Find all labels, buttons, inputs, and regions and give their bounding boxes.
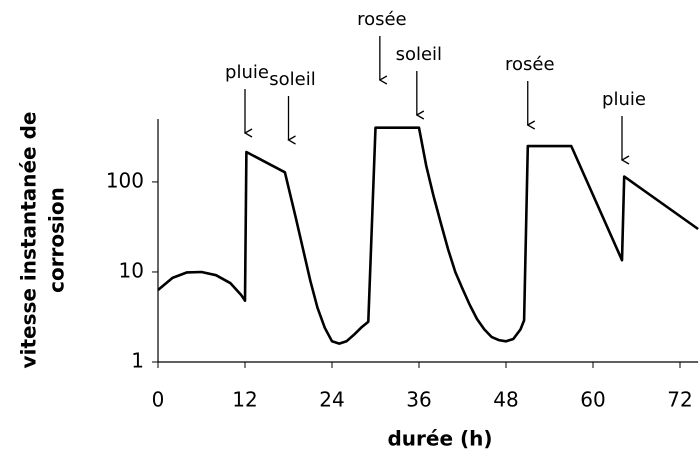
annotation: soleil — [269, 69, 315, 90]
annotation: rosée — [505, 54, 555, 75]
annotation: soleil — [396, 44, 442, 65]
y-axis-label-line: corrosion — [45, 187, 69, 293]
annotation: pluie — [225, 62, 269, 83]
annotation: pluie — [602, 89, 646, 110]
x-tick-label: 72 — [667, 388, 692, 412]
annotation: rosée — [357, 9, 407, 30]
x-tick-label: 24 — [319, 388, 344, 412]
x-axis-label: durée (h) — [387, 427, 492, 451]
y-axis-label-line: vitesse instantanée de — [17, 112, 41, 369]
x-tick-label: 12 — [232, 388, 257, 412]
y-axis-label: vitesse instantanée de corrosion — [17, 112, 69, 369]
x-tick-label: 48 — [493, 388, 518, 412]
y-tick-label: 10 — [119, 258, 144, 282]
x-tick-label: 60 — [580, 388, 605, 412]
data-line — [157, 126, 699, 345]
y-tick-label: 1 — [131, 349, 144, 373]
x-tick-label: 0 — [152, 388, 165, 412]
x-tick-label: 36 — [406, 388, 431, 412]
y-tick-label: 100 — [106, 168, 144, 192]
